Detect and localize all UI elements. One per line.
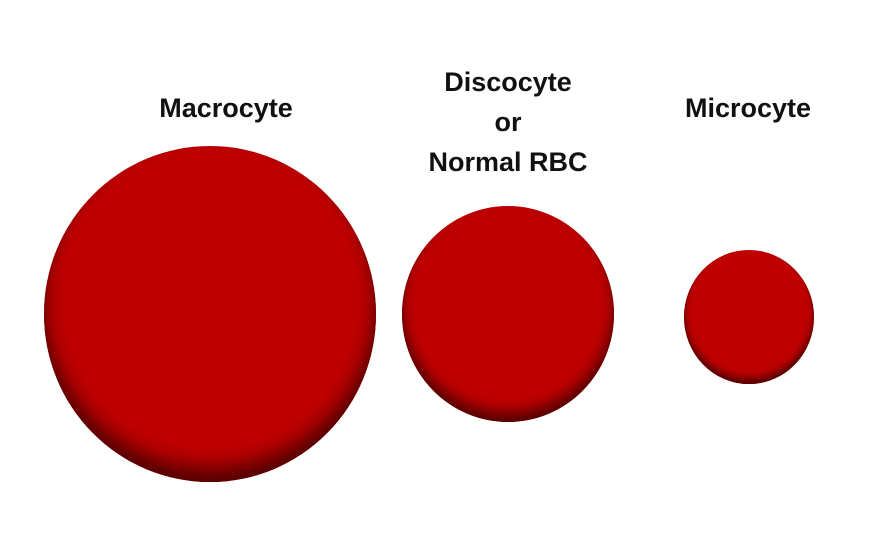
microcyte-label-text: Microcyte [684,93,812,123]
macrocyte-label: Macrocyte [116,88,336,128]
microcyte-cell [684,250,814,384]
discocyte-cell [402,206,614,422]
macrocyte-cell [44,146,376,482]
discocyte-label-line-3: Normal RBC [428,147,588,177]
microcyte-label: Microcyte [638,88,858,128]
macrocyte-label-text: Macrocyte [159,93,293,123]
discocyte-label: Discocyte or Normal RBC [388,62,628,182]
discocyte-label-line-1: Discocyte [444,67,572,97]
discocyte-label-line-2: or [494,107,522,137]
